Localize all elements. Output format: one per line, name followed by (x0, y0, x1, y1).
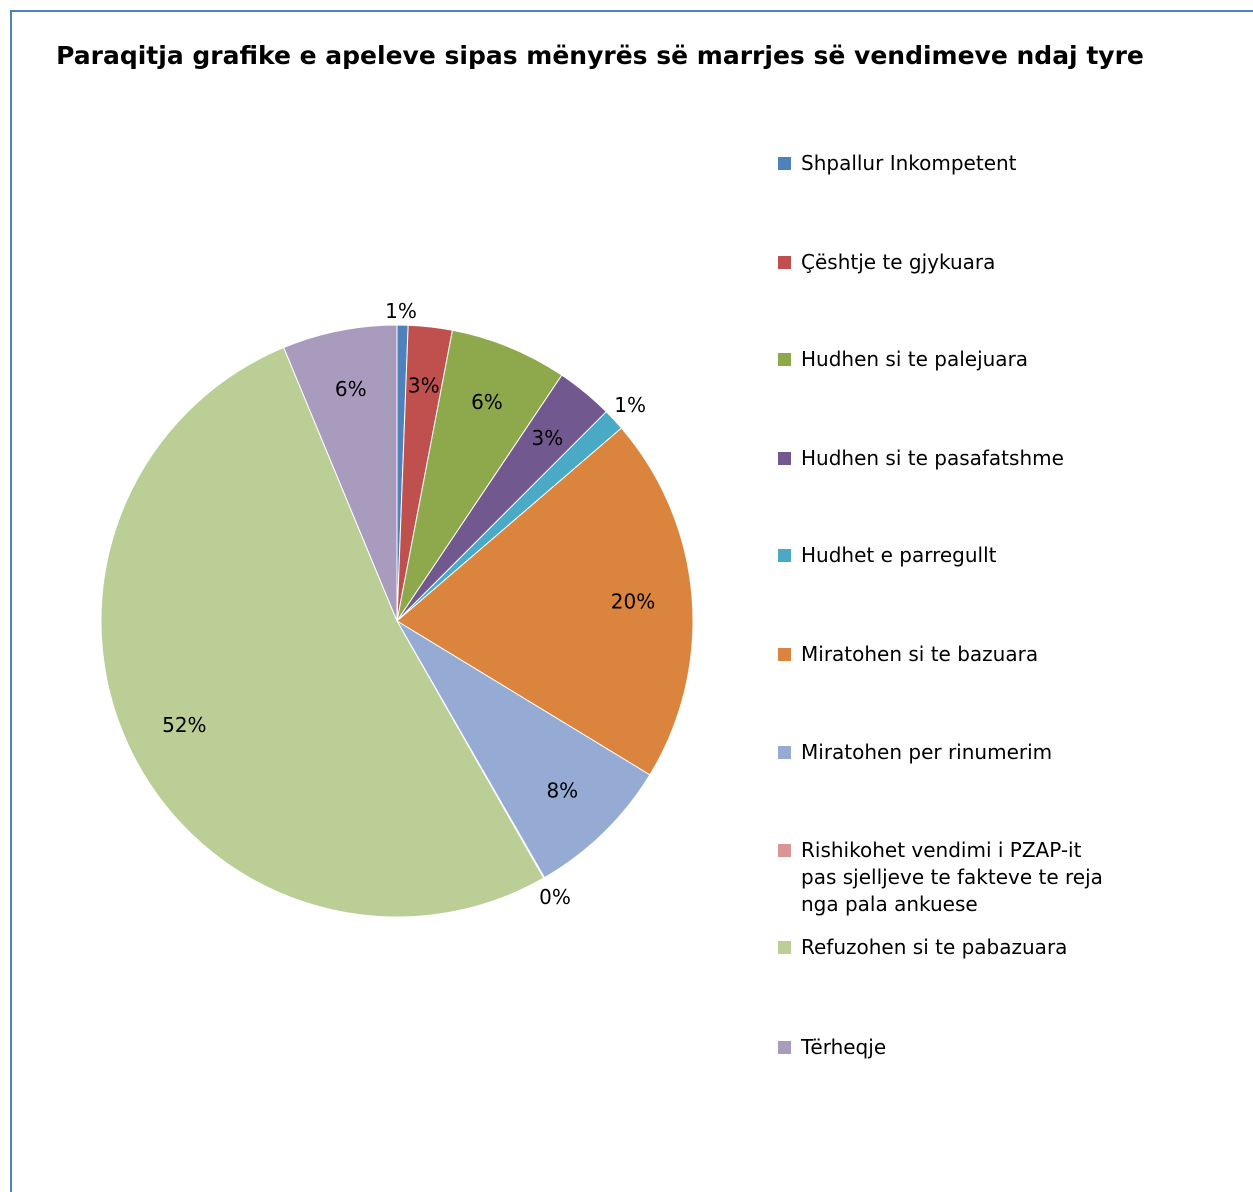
pie-slice-label: 20% (611, 590, 655, 614)
legend-label: Hudhen si te palejuara (801, 347, 1029, 371)
legend-label: Rishikohet vendimi i PZAP-it pas sjellje… (801, 838, 1103, 916)
legend-item-miratohen-si-te-bazuara: Miratohen si te bazuara (778, 641, 1121, 668)
pie-slice-label: 3% (532, 426, 564, 450)
legend-label: Shpallur Inkompetent (801, 151, 1017, 175)
pie-slice-refuzohen-si-te-pabazuara (100, 346, 545, 918)
legend-label: Refuzohen si te pabazuara (801, 935, 1068, 959)
pie-slice-label: 52% (162, 713, 206, 737)
legend-item-refuzohen-si-te-pabazuara: Refuzohen si te pabazuara (778, 934, 1121, 961)
legend-swatch (778, 1041, 791, 1054)
legend-item-shpallur-inkompetent: Shpallur Inkompetent (778, 150, 1121, 177)
frame-top-edge (1183, 10, 1253, 12)
legend-swatch (778, 941, 791, 954)
pie-slice-label: 1% (385, 299, 417, 323)
legend-label: Miratohen per rinumerim (801, 740, 1053, 764)
pie-slice-terheqje (283, 324, 398, 622)
pie-slice-miratohen-per-rinumerim (396, 620, 651, 879)
pie-slice-label: 3% (408, 374, 440, 398)
chart-title: Paraqitja grafike e apeleve sipas mënyrë… (56, 41, 1144, 70)
pie-slice-miratohen-si-te-bazuara (396, 427, 694, 776)
pie-slice-hudhen-si-te-palejuara (396, 329, 563, 622)
legend-label: Çështje te gjykuara (801, 250, 996, 274)
pie-slice-label: 0% (539, 885, 571, 909)
legend-swatch (778, 844, 791, 857)
legend-swatch (778, 157, 791, 170)
pie-slice-label: 6% (335, 377, 367, 401)
legend-swatch (778, 353, 791, 366)
legend-item-miratohen-per-rinumerim: Miratohen per rinumerim (778, 739, 1121, 766)
legend-swatch (778, 452, 791, 465)
legend-item-hudhen-si-te-pasafatshme: Hudhen si te pasafatshme (778, 445, 1121, 472)
legend-item-terheqje: Tërheqje (778, 1034, 1121, 1061)
legend-swatch (778, 549, 791, 562)
legend-swatch (778, 256, 791, 269)
pie-slice-label: 6% (471, 390, 503, 414)
legend-item-hudhet-e-parregullt: Hudhet e parregullt (778, 542, 1121, 569)
legend-label: Tërheqje (801, 1035, 887, 1059)
legend-swatch (778, 648, 791, 661)
pie-slice-label: 8% (546, 779, 578, 803)
legend-label: Hudhen si te pasafatshme (801, 446, 1064, 470)
legend-item-ceshtje-te-gjykuara: Çështje te gjykuara (778, 249, 1121, 276)
chart-frame (10, 10, 1253, 1192)
legend-label: Miratohen si te bazuara (801, 642, 1039, 666)
legend-label: Hudhet e parregullt (801, 543, 997, 567)
legend-item-hudhen-si-te-palejuara: Hudhen si te palejuara (778, 346, 1121, 373)
pie-slice-label: 1% (614, 393, 646, 417)
legend-swatch (778, 746, 791, 759)
legend-item-rishikohet-vendimi: Rishikohet vendimi i PZAP-it pas sjellje… (778, 837, 1121, 918)
